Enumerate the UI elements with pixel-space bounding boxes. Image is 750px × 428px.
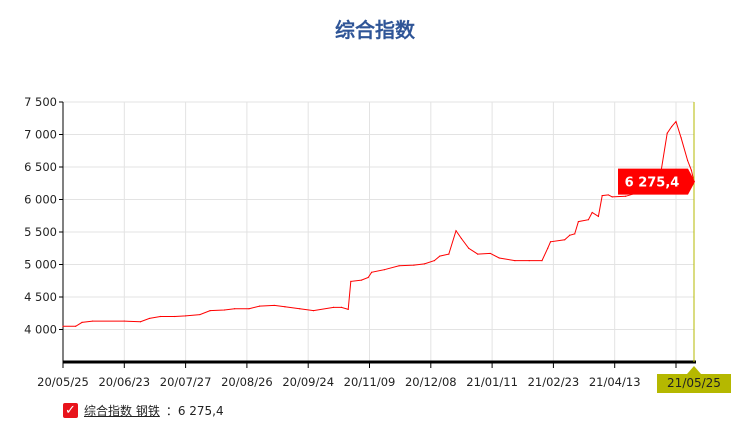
chart-title: 综合指数 [335,18,415,42]
y-tick-label: 5 500 [24,225,57,239]
y-tick-label: 5 000 [24,258,57,272]
data-point [597,215,600,217]
data-point [448,253,450,255]
data-point [340,306,343,308]
data-point [675,120,677,123]
tooltip-value: 6 275,4 [625,176,680,191]
value-tooltip [618,168,695,195]
x-tick-label: 20/09/24 [282,375,334,389]
data-point [234,308,236,310]
data-point [273,304,275,307]
data-point [371,271,373,273]
x-tick-label: 20/06/23 [98,375,150,389]
data-point [607,194,610,196]
data-point [574,233,576,235]
data-point [248,308,250,310]
data-point [413,264,415,266]
data-point [367,276,369,279]
data-point [587,219,590,221]
data-point [489,252,491,255]
data-point [577,221,580,223]
x-tick-label: 20/11/09 [344,375,396,389]
legend[interactable]: ✓ 综合指数 钢铁 ：6 275,4 [63,402,224,419]
y-tick-label: 7 500 [24,95,57,109]
x-crosshair-label: 21/05/25 [667,376,721,390]
x-tick-label: 21/01/11 [466,375,518,389]
data-point [468,247,470,249]
data-point [666,132,668,134]
data-point [209,310,211,312]
data-point [433,260,436,262]
data-point [148,317,151,320]
legend-series-name[interactable]: 综合指数 钢铁 [84,404,160,418]
data-point [81,321,83,323]
data-point [347,308,349,310]
data-point [299,308,301,310]
y-tick-label: 4 500 [24,290,57,304]
x-tick-label: 20/08/26 [221,375,273,389]
data-point [439,255,441,257]
legend-checkbox-checked-icon[interactable]: ✓ [63,403,78,418]
data-point [460,237,463,240]
data-point [601,195,603,197]
data-point [549,241,552,243]
data-point [75,325,77,327]
legend-series-value: ：6 275,4 [165,404,224,418]
data-point [91,320,94,322]
data-point [498,257,500,259]
data-point [547,247,549,249]
data-point [680,137,682,139]
data-point [360,279,363,281]
data-point [174,315,176,318]
x-tick-label: 20/05/25 [37,375,89,389]
data-point [284,306,286,308]
data-point [62,325,64,327]
data-point [455,230,457,232]
data-point [541,260,543,262]
data-point [591,211,593,214]
data-point [350,280,352,282]
data-point [312,310,315,312]
data-point [398,265,400,267]
x-tick-label: 20/07/27 [160,375,212,389]
data-point [423,263,426,265]
data-point [383,269,385,271]
data-point [159,315,161,318]
x-crosshair-label-bg [657,366,731,393]
data-point [139,321,142,323]
data-point [625,195,627,197]
data-point [611,196,613,198]
data-point [686,159,689,162]
data-point [690,169,693,171]
x-tick-label: 20/12/08 [405,375,457,389]
data-point [223,309,226,311]
data-point [199,313,201,316]
data-point [671,126,673,128]
x-tick-label: 21/04/13 [589,375,641,389]
data-point [258,305,261,307]
x-tick-label: 21/02/23 [528,375,580,389]
data-point [569,234,571,236]
data-point [564,239,566,241]
series-line [63,120,695,327]
data-point [185,315,187,317]
y-tick-label: 6 000 [24,193,57,207]
y-tick-label: 6 500 [24,160,57,174]
y-tick-label: 4 000 [24,323,57,337]
data-point [477,253,479,255]
data-point [123,320,125,322]
data-point [528,260,530,262]
data-point [514,260,516,262]
data-point [332,306,335,308]
y-tick-label: 7 000 [24,128,57,142]
